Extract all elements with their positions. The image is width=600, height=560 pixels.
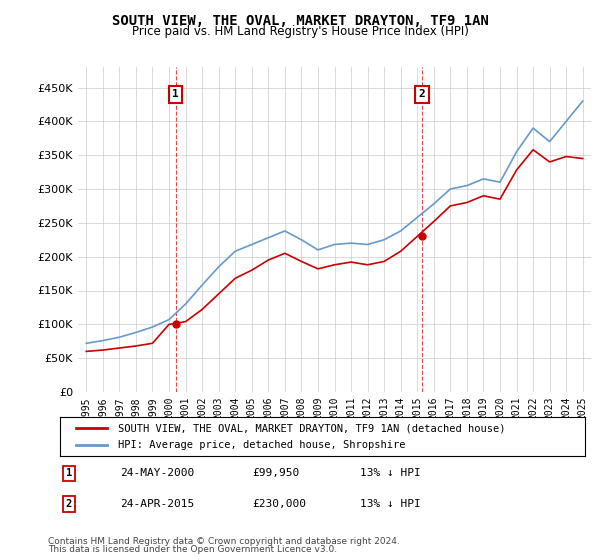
Text: 24-MAY-2000: 24-MAY-2000 [120,468,194,478]
Text: Price paid vs. HM Land Registry's House Price Index (HPI): Price paid vs. HM Land Registry's House … [131,25,469,38]
Text: 2: 2 [419,89,425,99]
Text: 2: 2 [66,499,72,509]
Text: SOUTH VIEW, THE OVAL, MARKET DRAYTON, TF9 1AN: SOUTH VIEW, THE OVAL, MARKET DRAYTON, TF… [112,14,488,28]
Text: This data is licensed under the Open Government Licence v3.0.: This data is licensed under the Open Gov… [48,545,337,554]
Text: £230,000: £230,000 [252,499,306,509]
Text: Contains HM Land Registry data © Crown copyright and database right 2024.: Contains HM Land Registry data © Crown c… [48,537,400,546]
Text: 1: 1 [172,89,179,99]
Text: £99,950: £99,950 [252,468,299,478]
Text: 13% ↓ HPI: 13% ↓ HPI [360,499,421,509]
Text: HPI: Average price, detached house, Shropshire: HPI: Average price, detached house, Shro… [118,440,405,450]
Text: SOUTH VIEW, THE OVAL, MARKET DRAYTON, TF9 1AN (detached house): SOUTH VIEW, THE OVAL, MARKET DRAYTON, TF… [118,423,505,433]
Text: 1: 1 [66,468,72,478]
Text: 24-APR-2015: 24-APR-2015 [120,499,194,509]
Text: 13% ↓ HPI: 13% ↓ HPI [360,468,421,478]
